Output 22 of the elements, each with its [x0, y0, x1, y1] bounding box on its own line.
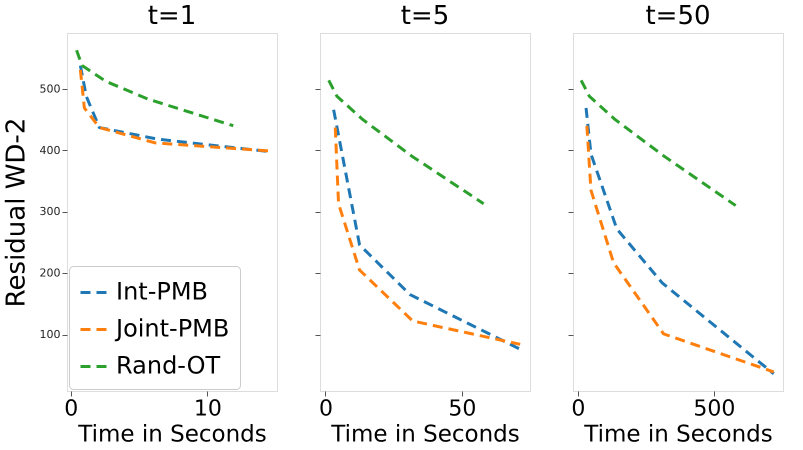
x-tick-label: 10 — [194, 396, 222, 422]
chart-title: t=5 — [400, 1, 450, 31]
x-axis-title: Time in Seconds — [583, 422, 773, 448]
x-tick-label: 0 — [318, 396, 333, 422]
y-tick-label: 200 — [40, 266, 60, 280]
y-tick-label: 500 — [40, 82, 60, 96]
x-tick-label: 0 — [64, 396, 78, 422]
line-series — [75, 48, 235, 128]
y-tick-label: 400 — [40, 144, 60, 157]
legend-label: Int-PMB — [116, 278, 208, 306]
chart-title: t=1 — [148, 1, 196, 31]
legend-label: Joint-PMB — [114, 314, 230, 342]
y-tick-label: 100 — [40, 328, 60, 342]
chart-title: t=50 — [645, 1, 711, 31]
x-axis-title: Time in Seconds — [330, 422, 520, 448]
x-tick-label: 0 — [571, 396, 586, 422]
x-tick-label: 500 — [693, 396, 736, 422]
x-tick-label: 50 — [448, 396, 476, 422]
legend-label: Rand-OT — [116, 352, 221, 380]
y-tick-label: 300 — [40, 205, 60, 218]
x-axis-title: Time in Seconds — [77, 422, 267, 448]
y-axis-title: Residual WD-2 — [2, 118, 32, 308]
